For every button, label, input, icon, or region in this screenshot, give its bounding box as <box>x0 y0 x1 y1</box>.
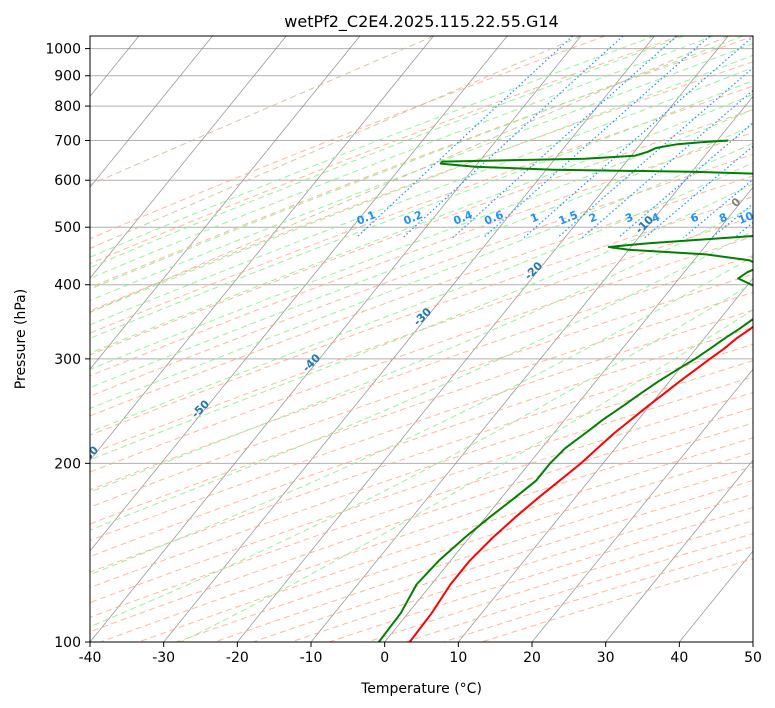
isotherm-line <box>90 36 287 279</box>
dry-adiabat <box>90 255 753 491</box>
dry-adiabat <box>90 109 753 356</box>
dry-adiabat <box>90 291 753 525</box>
moist-adiabat <box>90 79 753 339</box>
dry-adiabat <box>90 153 753 397</box>
dry-adiabat <box>90 309 753 541</box>
dry-adiabat <box>290 493 753 642</box>
x-tick-label: 50 <box>744 650 762 666</box>
mixing-ratio-line <box>617 121 753 239</box>
mixing-ratio-line <box>523 36 753 239</box>
moist-adiabat <box>90 125 753 389</box>
isotherm-line <box>531 368 753 642</box>
dry-adiabat <box>90 326 753 558</box>
y-tick-label: 500 <box>54 220 81 236</box>
mixing-ratio-line <box>402 36 624 239</box>
dry-adiabat <box>90 175 753 417</box>
dry-adiabat <box>90 36 606 240</box>
dry-adiabat <box>90 131 753 377</box>
isotherm-line <box>90 36 582 642</box>
isotherm-line <box>163 36 655 642</box>
x-tick-label: 0 <box>380 650 389 666</box>
x-tick-label: 10 <box>449 650 467 666</box>
temperature-profile <box>408 325 753 642</box>
mixing-ratio-label: 3 <box>623 211 635 226</box>
y-tick-label: 900 <box>54 69 81 85</box>
isotherm-line <box>90 36 361 370</box>
plot-frame <box>89 35 754 643</box>
dry-adiabat <box>252 479 753 642</box>
moist-adiabat <box>90 162 753 433</box>
mixing-ratio-label: 1 <box>528 211 540 226</box>
mixing-ratio-label: 2 <box>587 211 599 226</box>
grid-layer <box>90 36 753 642</box>
dry-adiabat <box>90 343 753 573</box>
dry-adiabat <box>214 465 753 642</box>
dry-adiabat <box>90 273 753 508</box>
dry-adiabat <box>90 235 753 473</box>
moist-adiabat <box>90 206 753 493</box>
dry-adiabat <box>90 216 753 455</box>
mixing-ratio-line <box>483 36 711 239</box>
chart-title: wetPf2_C2E4.2025.115.22.55.G14 <box>284 12 558 32</box>
isotherm-line <box>605 459 753 642</box>
isotherm-label: -60 <box>78 443 101 466</box>
dry-adiabat <box>90 36 680 265</box>
dry-adiabat <box>176 451 753 642</box>
adiabat-layer <box>90 36 753 642</box>
moist-adiabat <box>90 43 753 302</box>
y-tick-label: 300 <box>54 352 81 368</box>
y-tick-label: 700 <box>54 133 81 149</box>
mixing-ratio-label: 8 <box>717 211 729 226</box>
dry-adiabat <box>90 196 753 436</box>
mixing-ratio-line <box>557 67 753 239</box>
moist-adiabat <box>90 142 753 409</box>
y-tick-label: 1000 <box>45 42 81 58</box>
dry-adiabat <box>328 507 753 642</box>
dewpoint-profile <box>378 139 753 642</box>
x-axis-label: Temperature (°C) <box>360 681 482 697</box>
mixing-ratio-line <box>452 36 678 239</box>
wet-bulb-curve <box>90 36 582 249</box>
isotherm-line <box>384 186 753 642</box>
isotherm-line <box>90 36 434 461</box>
y-tick-label: 600 <box>54 173 81 189</box>
x-tick-label: 40 <box>670 650 688 666</box>
isotherm-line <box>457 277 753 642</box>
moist-adiabat <box>90 36 714 279</box>
y-tick-label: 800 <box>54 99 81 115</box>
moist-adiabat <box>90 230 753 531</box>
moist-adiabat <box>90 36 655 258</box>
moist-adiabat <box>90 54 753 313</box>
isotherm-line <box>90 36 508 552</box>
x-tick-label: -20 <box>226 650 249 666</box>
dry-adiabat <box>90 85 753 334</box>
dry-adiabat <box>138 437 753 642</box>
x-tick-label: -10 <box>300 650 323 666</box>
x-tick-label: 30 <box>597 650 615 666</box>
mixing-ratio-line <box>355 36 574 239</box>
y-axis-label: Pressure (hPa) <box>13 289 29 389</box>
isotherm-line <box>90 36 213 188</box>
moist-adiabat <box>90 36 744 290</box>
y-tick-label: 400 <box>54 278 81 294</box>
x-tick-label: -40 <box>79 650 102 666</box>
axis-layer: -40 -30 -20 -10 0 10 20 30 40 50 100 200 300 400 500 60… <box>45 42 762 666</box>
wet-bulb-curve <box>90 36 729 313</box>
moist-adiabat <box>90 108 753 370</box>
series-layer <box>378 139 753 642</box>
y-tick-label: 100 <box>54 635 81 651</box>
x-tick-label: -30 <box>152 650 175 666</box>
mixing-ratio-label: 10 <box>736 209 755 227</box>
y-tick-label: 200 <box>54 456 81 472</box>
x-tick-label: 20 <box>523 650 541 666</box>
moist-adiabat <box>90 67 753 326</box>
moist-adiabat <box>90 36 685 269</box>
